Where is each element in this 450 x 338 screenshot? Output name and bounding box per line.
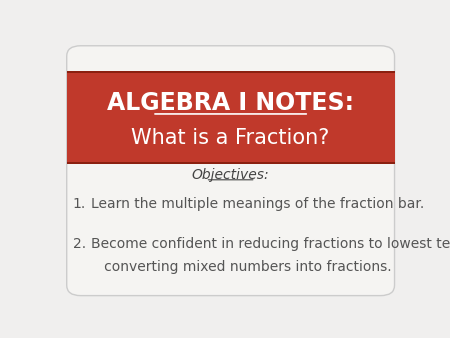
Text: 1.: 1. [72,197,86,211]
Bar [67,162,395,164]
Text: ALGEBRA I NOTES:: ALGEBRA I NOTES: [107,91,354,115]
Text: What is a Fraction?: What is a Fraction? [131,128,330,148]
Text: Learn the multiple meanings of the fraction bar.: Learn the multiple meanings of the fract… [91,197,424,211]
Text: Objectives:: Objectives: [192,168,270,182]
FancyBboxPatch shape [67,46,395,296]
Text: 2.: 2. [73,237,86,251]
Text: Become confident in reducing fractions to lowest terms AND: Become confident in reducing fractions t… [91,237,450,251]
Bar [67,72,395,163]
Text: converting mixed numbers into fractions.: converting mixed numbers into fractions. [91,261,392,274]
Bar [67,71,395,73]
